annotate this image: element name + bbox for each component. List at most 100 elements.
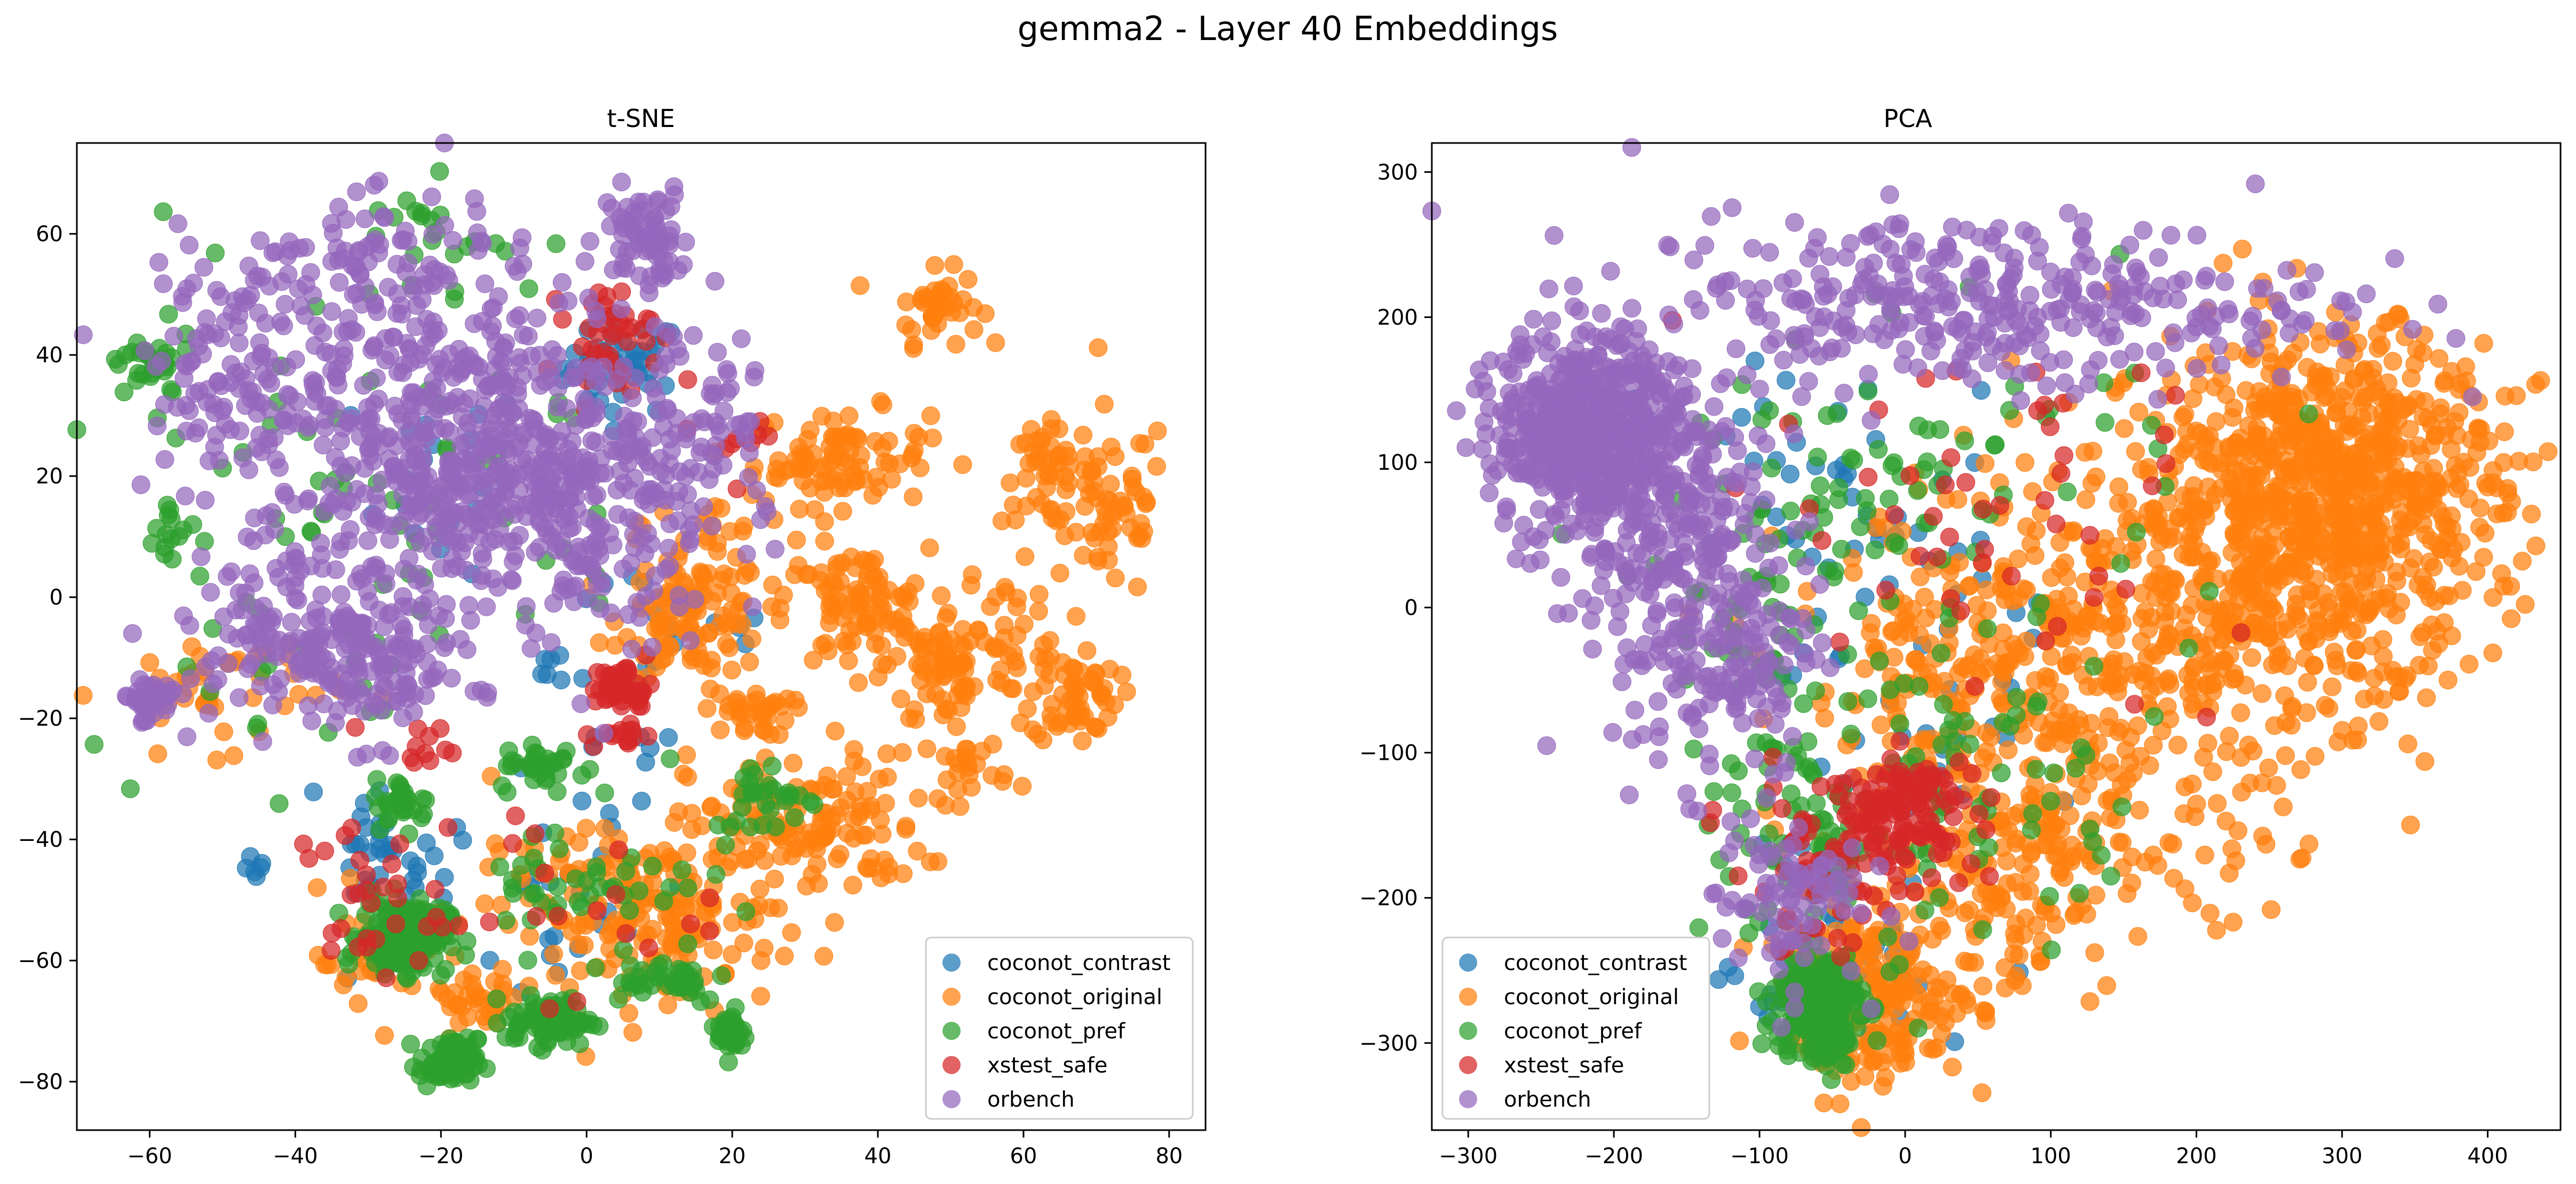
pca-point-coconot_original bbox=[2417, 688, 2436, 708]
tsne-ytick-label: −80 bbox=[18, 1070, 63, 1094]
tsne-point-coconot_original bbox=[1040, 500, 1059, 520]
tsne-legend-label-coconot_original: coconot_original bbox=[987, 985, 1162, 1010]
tsne-point-coconot_pref bbox=[162, 529, 181, 549]
tsne-point-orbench bbox=[614, 357, 633, 376]
tsne-point-orbench bbox=[435, 216, 454, 235]
pca-point-coconot_original bbox=[2184, 678, 2203, 697]
tsne-point-orbench bbox=[474, 504, 494, 522]
tsne-point-xstest_safe bbox=[606, 885, 625, 904]
tsne-point-orbench bbox=[136, 341, 155, 360]
tsne-point-coconot_original bbox=[1027, 431, 1047, 450]
pca-point-coconot_original bbox=[2231, 703, 2250, 722]
pca-point-coconot_original bbox=[2353, 393, 2372, 411]
tsne-point-orbench bbox=[655, 266, 675, 285]
tsne-point-coconot_original bbox=[896, 820, 915, 839]
tsne-xtick-label: −40 bbox=[273, 1144, 318, 1169]
pca-point-coconot_original bbox=[2247, 538, 2266, 557]
tsne-point-orbench bbox=[743, 597, 762, 616]
tsne-legend-label-coconot_pref: coconot_pref bbox=[987, 1019, 1125, 1044]
tsne-point-orbench bbox=[469, 241, 488, 260]
tsne-point-orbench bbox=[288, 591, 307, 610]
tsne-point-coconot_original bbox=[926, 685, 945, 704]
tsne-point-coconot_original bbox=[837, 767, 856, 786]
pca-point-coconot_original bbox=[2368, 324, 2387, 343]
tsne-point-coconot_original bbox=[947, 717, 966, 736]
tsne-point-orbench bbox=[519, 327, 538, 346]
pca-point-coconot_original bbox=[1959, 656, 1978, 674]
tsne-point-orbench bbox=[214, 607, 233, 626]
tsne-point-orbench bbox=[305, 392, 324, 411]
pca-point-coconot_original bbox=[2325, 642, 2344, 662]
tsne-point-orbench bbox=[302, 711, 321, 730]
pca-point-coconot_original bbox=[2231, 514, 2250, 533]
pca-point-coconot_original bbox=[2479, 431, 2499, 450]
pca-point-coconot_original bbox=[2413, 623, 2432, 642]
tsne-point-orbench bbox=[229, 688, 249, 707]
tsne-point-xstest_safe bbox=[331, 919, 351, 938]
pca-point-coconot_original bbox=[2253, 620, 2272, 639]
tsne-legend-marker-coconot_pref bbox=[942, 1022, 961, 1040]
tsne-point-xstest_safe bbox=[377, 968, 396, 987]
pca-point-coconot_original bbox=[2369, 712, 2389, 731]
tsne-point-coconot_original bbox=[702, 658, 721, 678]
tsne-point-coconot_original bbox=[954, 653, 973, 672]
pca-point-coconot_original bbox=[2297, 703, 2316, 722]
tsne-point-coconot_pref bbox=[766, 817, 785, 837]
tsne-point-orbench bbox=[221, 355, 241, 374]
tsne-point-coconot_pref bbox=[620, 901, 639, 920]
tsne-point-coconot_original bbox=[701, 679, 720, 698]
tsne-point-orbench bbox=[417, 428, 437, 448]
pca-point-coconot_original bbox=[2109, 477, 2128, 496]
tsne-point-orbench bbox=[522, 346, 541, 365]
tsne-point-coconot_original bbox=[1029, 602, 1048, 621]
tsne-point-orbench bbox=[200, 451, 219, 471]
tsne-point-coconot_original bbox=[520, 927, 539, 946]
tsne-legend-label-xstest_safe: xstest_safe bbox=[987, 1053, 1107, 1078]
tsne-point-coconot_original bbox=[903, 487, 923, 506]
tsne-point-orbench bbox=[303, 371, 322, 390]
pca-point-coconot_original bbox=[2352, 506, 2371, 525]
tsne-point-coconot_pref bbox=[370, 820, 390, 839]
tsne-point-coconot_original bbox=[595, 819, 614, 838]
tsne-point-orbench bbox=[314, 694, 334, 713]
tsne-point-orbench bbox=[436, 609, 455, 628]
tsne-point-orbench bbox=[406, 451, 425, 470]
tsne-point-orbench bbox=[303, 285, 322, 305]
tsne-point-orbench bbox=[355, 277, 375, 296]
tsne-point-coconot_original bbox=[1116, 504, 1136, 523]
tsne-point-xstest_safe bbox=[584, 680, 604, 699]
tsne-point-coconot_original bbox=[828, 444, 847, 464]
tsne-point-coconot_original bbox=[932, 586, 951, 605]
tsne-point-coconot_original bbox=[751, 835, 770, 854]
pca-point-coconot_original bbox=[2384, 489, 2404, 508]
tsne-point-orbench bbox=[639, 486, 659, 505]
tsne-point-orbench bbox=[180, 235, 199, 255]
tsne-point-coconot_original bbox=[894, 864, 913, 883]
pca-point-coconot_original bbox=[2136, 602, 2155, 621]
pca-point-coconot_original bbox=[1905, 650, 1924, 669]
tsne-point-orbench bbox=[445, 483, 464, 502]
tsne-point-orbench bbox=[551, 582, 570, 601]
pca-point-coconot_original bbox=[2430, 478, 2450, 497]
tsne-point-orbench bbox=[735, 424, 754, 442]
tsne-point-orbench bbox=[575, 555, 594, 575]
tsne-point-orbench bbox=[751, 510, 770, 529]
tsne-point-coconot_original bbox=[1060, 691, 1079, 710]
tsne-point-coconot_original bbox=[747, 690, 766, 710]
pca-point-coconot_original bbox=[2174, 408, 2192, 427]
pca-point-coconot_original bbox=[2083, 442, 2103, 461]
tsne-point-coconot_original bbox=[1029, 450, 1048, 469]
pca-point-coconot_original bbox=[2248, 425, 2267, 444]
pca-point-coconot_original bbox=[2409, 656, 2429, 675]
tsne-point-orbench bbox=[374, 207, 393, 226]
tsne-point-coconot_original bbox=[735, 721, 754, 740]
tsne-point-coconot_original bbox=[590, 633, 609, 652]
tsne-point-orbench bbox=[240, 564, 259, 583]
pca-point-coconot_original bbox=[2179, 547, 2199, 567]
tsne-point-coconot_original bbox=[677, 843, 696, 862]
pca-point-coconot_original bbox=[2354, 362, 2373, 381]
tsne-point-coconot_original bbox=[818, 766, 837, 785]
tsne-point-coconot_original bbox=[815, 512, 834, 531]
tsne-point-orbench bbox=[253, 732, 272, 751]
